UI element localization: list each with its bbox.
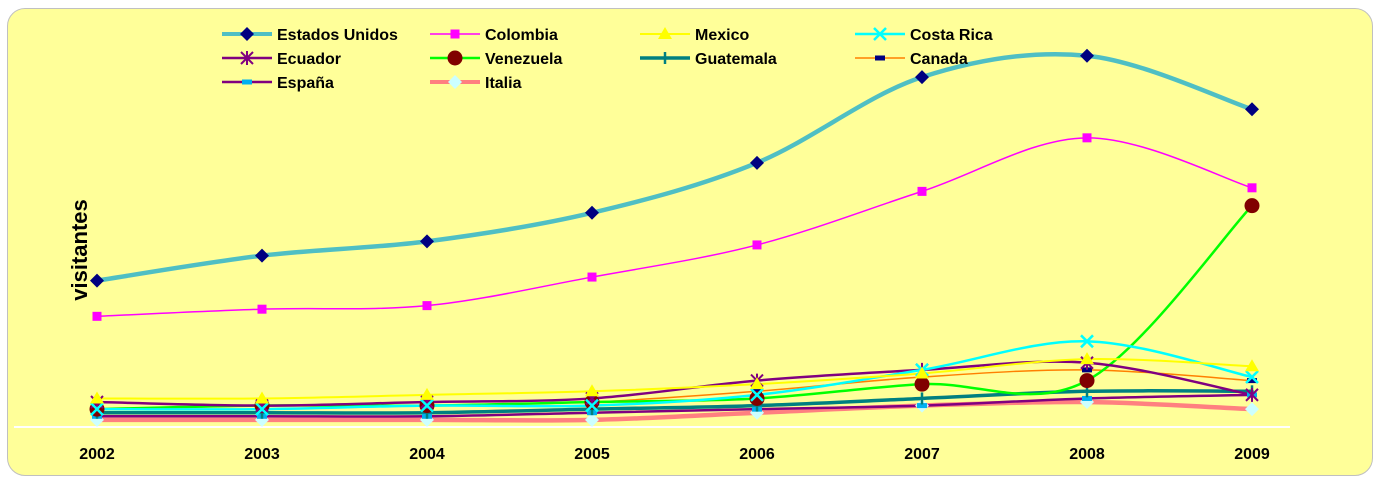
series-line-venezuela <box>95 204 1254 411</box>
data-point-estados-unidos <box>420 234 434 249</box>
series-line-colombia <box>96 137 1253 318</box>
x-tick-label: 2004 <box>409 446 445 463</box>
series-line-estados-unidos <box>94 51 1255 283</box>
data-point-italia <box>585 412 599 427</box>
data-point-estados-unidos <box>1080 48 1094 63</box>
x-tick-label: 2003 <box>244 446 280 463</box>
data-point-colombia <box>752 240 762 250</box>
legend-label: Canada <box>910 51 968 68</box>
data-point-colombia <box>92 311 102 321</box>
legend-label: Estados Unidos <box>277 27 398 44</box>
series-line-mexico <box>96 358 1253 400</box>
legend-item-ecuador: Ecuador <box>222 51 341 68</box>
data-point-estados-unidos <box>585 205 599 220</box>
x-tick-label: 2007 <box>904 446 940 463</box>
data-point-espana <box>1082 395 1092 401</box>
data-point-mexico <box>1080 352 1094 365</box>
legend-label: Italia <box>485 75 522 92</box>
x-tick-label: 2008 <box>1069 446 1105 463</box>
data-point-mexico <box>750 377 764 390</box>
data-point-mexico <box>255 391 269 404</box>
legend-marker <box>873 27 887 41</box>
series-line-italia <box>94 399 1255 423</box>
x-tick-label: 2006 <box>739 446 775 463</box>
legend-item-venezuela: Venezuela <box>430 50 562 68</box>
data-point-colombia <box>917 186 927 196</box>
data-point-costa-rica <box>585 398 599 413</box>
series-line-ecuador <box>95 360 1254 407</box>
series-line-guatemala <box>95 389 1254 415</box>
data-point-estados-unidos <box>750 155 764 170</box>
legend-label: Colombia <box>485 27 558 44</box>
legend-label: Mexico <box>695 27 749 44</box>
legend-marker <box>240 51 254 65</box>
legend-item-canada: Canada <box>855 51 968 68</box>
legend-item-guatemala: Guatemala <box>640 51 777 68</box>
data-point-colombia <box>587 272 597 282</box>
x-tick-label: 2005 <box>574 446 610 463</box>
legend-marker <box>450 29 460 39</box>
legend-item-estados-unidos: Estados Unidos <box>222 27 398 44</box>
data-point-venezuela <box>749 390 765 406</box>
legend-marker <box>447 50 463 66</box>
legend-item-costa-rica: Costa Rica <box>855 27 993 44</box>
data-point-colombia <box>1082 133 1092 143</box>
y-axis-label: visitantes <box>67 199 92 301</box>
data-point-colombia <box>1247 183 1257 193</box>
legend-label: Ecuador <box>277 51 341 68</box>
data-point-mexico <box>915 366 929 379</box>
legend-item-colombia: Colombia <box>430 27 558 44</box>
legend-item-mexico: Mexico <box>640 27 749 44</box>
data-point-colombia <box>422 301 432 311</box>
legend-marker <box>875 55 885 61</box>
legend-label: Venezuela <box>485 51 562 68</box>
legend-label: España <box>277 75 334 92</box>
data-point-estados-unidos <box>915 70 929 85</box>
data-point-estados-unidos <box>90 273 104 288</box>
data-point-estados-unidos <box>255 248 269 263</box>
data-point-costa-rica <box>255 402 269 417</box>
data-point-costa-rica <box>750 387 764 402</box>
legend-marker <box>658 27 672 39</box>
data-point-costa-rica <box>1080 334 1094 349</box>
x-tick-label: 2009 <box>1234 446 1270 463</box>
data-point-canada <box>1082 367 1092 373</box>
data-point-canada <box>1247 378 1257 384</box>
data-point-costa-rica <box>420 398 434 413</box>
legend-label: Costa Rica <box>910 27 993 44</box>
data-point-venezuela <box>1244 198 1260 214</box>
data-point-espana <box>917 403 927 409</box>
series-line-costa-rica <box>95 340 1254 411</box>
data-point-mexico <box>420 387 434 400</box>
data-point-venezuela <box>1079 373 1095 389</box>
data-point-ecuador <box>1245 387 1259 402</box>
data-point-costa-rica <box>1245 370 1259 384</box>
legend-item-italia: Italia <box>430 75 522 92</box>
data-point-mexico <box>90 391 104 404</box>
legend-marker <box>242 79 252 85</box>
data-point-italia <box>1245 402 1259 417</box>
legend-label: Guatemala <box>695 51 777 68</box>
data-point-venezuela <box>914 376 930 392</box>
data-point-mexico <box>1245 359 1259 372</box>
legend-marker <box>240 27 254 41</box>
x-tick-label: 2002 <box>79 446 115 463</box>
data-point-colombia <box>257 304 267 314</box>
data-point-costa-rica <box>90 402 104 417</box>
data-point-estados-unidos <box>1245 102 1259 117</box>
legend-marker <box>448 75 462 89</box>
data-point-mexico <box>585 384 599 397</box>
legend-item-espana: España <box>222 75 334 92</box>
series-line-espana <box>95 393 1254 418</box>
